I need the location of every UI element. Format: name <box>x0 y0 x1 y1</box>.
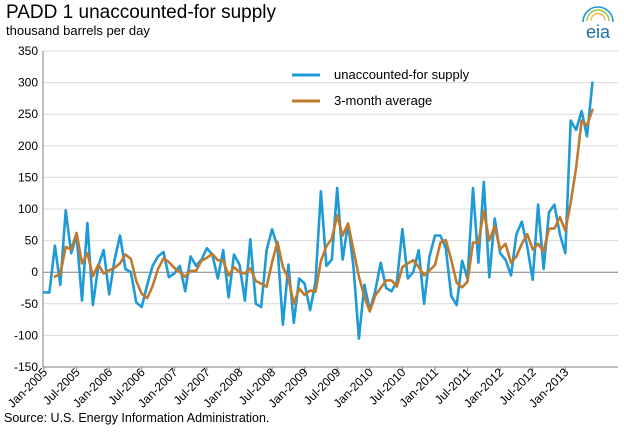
chart-title: PADD 1 unaccounted-for supply <box>6 2 277 23</box>
legend: unaccounted-for supply 3-month average <box>292 67 470 108</box>
eia-logo-icon: eia <box>582 6 614 42</box>
y-tick-label: 0 <box>31 265 38 279</box>
y-tick-label: 200 <box>18 139 38 153</box>
y-tick-label: 100 <box>18 202 38 216</box>
y-tick-label: 250 <box>18 107 38 121</box>
gridlines <box>43 50 618 336</box>
y-tick-label: 50 <box>25 234 39 248</box>
eia-logo-text: eia <box>586 22 611 42</box>
series <box>42 81 594 340</box>
legend-label-supply: unaccounted-for supply <box>334 67 470 82</box>
y-tick-label: 150 <box>18 170 38 184</box>
axes: 350300250200150100500-50-100-150Jan-2005… <box>5 44 618 411</box>
y-tick-label: -150 <box>14 360 38 374</box>
y-tick-label: 350 <box>18 44 38 58</box>
series-line-average <box>53 108 594 313</box>
series-line-supply <box>42 81 594 340</box>
chart-subtitle: thousand barrels per day <box>6 23 150 38</box>
legend-label-average: 3-month average <box>334 93 432 108</box>
source-note: Source: U.S. Energy Information Administ… <box>4 411 270 425</box>
y-tick-label: -50 <box>21 297 39 311</box>
y-tick-label: 300 <box>18 76 38 90</box>
y-tick-label: -100 <box>14 328 38 342</box>
